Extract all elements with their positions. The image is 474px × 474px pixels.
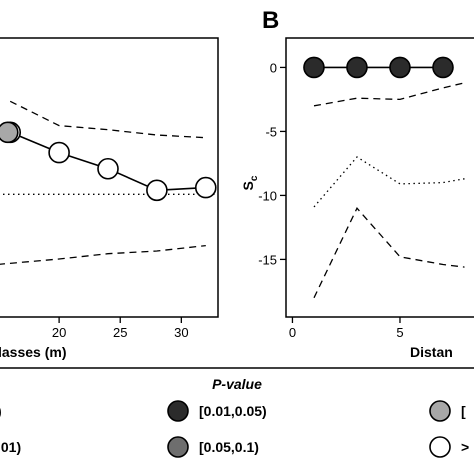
panel-b-frame bbox=[285, 37, 474, 318]
panel-b-y-label-sub: c bbox=[249, 175, 260, 181]
legend-items: ) .01) [0.01,0.05) [0.05,0.1) [ > bbox=[0, 400, 469, 458]
legend-swatch bbox=[167, 400, 189, 422]
legend-title-text: P-value bbox=[212, 376, 262, 392]
legend-item-label: > bbox=[461, 439, 469, 455]
panel-b-y-tick-label: -5 bbox=[265, 124, 277, 139]
panel-a: 20 25 30 lasses (m) bbox=[0, 37, 219, 360]
panel-b-y-ticks: 0 -5 -10 -15 bbox=[258, 60, 286, 267]
panel-b-series-line-2 bbox=[313, 156, 465, 208]
panel-a-x-label: lasses (m) bbox=[0, 344, 66, 360]
legend-title: P-value bbox=[212, 376, 262, 392]
legend-item-label: .01) bbox=[0, 439, 21, 455]
panel-a-data-point bbox=[194, 176, 217, 199]
panel-b-plot-area bbox=[303, 56, 465, 299]
panel-a-series bbox=[0, 100, 218, 265]
panel-b-y-label-main: S bbox=[240, 181, 256, 190]
legend-item-label: ) bbox=[0, 403, 2, 419]
panel-a-x-tick-label: 30 bbox=[174, 325, 188, 340]
panel-a-series-line-3 bbox=[0, 244, 206, 265]
legend-swatch bbox=[429, 400, 451, 422]
panel-b-y-label: Sc bbox=[240, 175, 260, 190]
panel-b-series bbox=[303, 56, 465, 299]
panel-a-data-point bbox=[146, 179, 168, 202]
panel-a-series-line-1 bbox=[9, 100, 206, 139]
panel-a-plot-area bbox=[0, 100, 218, 265]
legend-item-label: [0.05,0.1) bbox=[199, 439, 259, 455]
legend-swatch bbox=[167, 436, 189, 458]
legend-item-label: [0.01,0.05) bbox=[199, 403, 267, 419]
legend-item-label: [ bbox=[461, 403, 466, 419]
panel-a-data-point-grey bbox=[0, 121, 19, 144]
panel-a-x-tick-label: 25 bbox=[113, 325, 127, 340]
panel-b-series-line-1 bbox=[313, 82, 465, 107]
panel-a-data-point bbox=[48, 141, 70, 164]
panel-b-data-point bbox=[432, 56, 454, 79]
panel-b-data-point bbox=[389, 56, 411, 79]
panel-b-x-label: Distan bbox=[410, 344, 453, 360]
panel-b-data-point bbox=[346, 56, 368, 79]
panel-b-y-tick-label: -15 bbox=[258, 252, 277, 267]
panel-b-y-tick-label: 0 bbox=[270, 60, 277, 75]
legend-swatch bbox=[429, 436, 451, 458]
panel-a-x-tick-label: 20 bbox=[52, 325, 66, 340]
panel-b-data-point bbox=[303, 56, 325, 79]
panel-b-series-line-3 bbox=[313, 207, 465, 299]
panel-b-y-tick-label: -10 bbox=[258, 188, 277, 203]
panel-b-x-tick-label: 5 bbox=[396, 325, 403, 340]
legend: P-value ) .01) [0.01,0.05) [0.05,0.1) [ > bbox=[0, 367, 474, 458]
panel-a-data-point bbox=[97, 157, 119, 180]
panel-b-x-tick-label: 0 bbox=[289, 325, 296, 340]
panel-a-x-ticks: 20 25 30 bbox=[52, 317, 189, 340]
panel-b-letter: B bbox=[262, 7, 279, 34]
panel-a-frame bbox=[0, 37, 219, 318]
